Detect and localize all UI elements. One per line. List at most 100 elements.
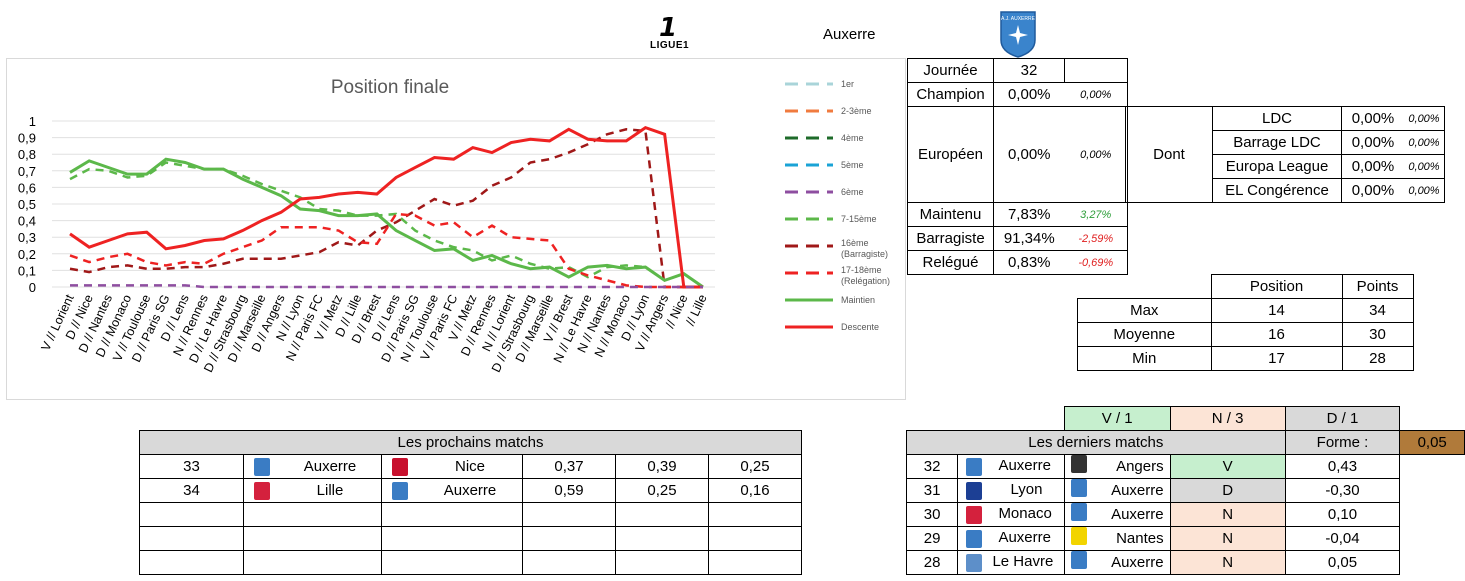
stat-delta: -2,59%: [1064, 226, 1128, 251]
next-matches-table: Les prochains matchs 33 Auxerre Nice 0,3…: [139, 430, 802, 575]
stat-label: Barragiste: [907, 226, 994, 251]
y-tick-label: 0,9: [18, 131, 36, 146]
stat-value: 0,83%: [993, 250, 1065, 275]
summary-losses: D / 1: [1284, 406, 1401, 431]
match-day: 31: [905, 478, 959, 503]
score: 0,10: [1284, 502, 1401, 527]
away-cell: Auxerre: [1063, 502, 1171, 527]
table-row: 32 Auxerre Angers V 0,43: [905, 454, 1465, 479]
away-crest-icon: [381, 478, 418, 503]
y-tick-label: 0,5: [18, 197, 36, 212]
away-cell: Angers: [1063, 454, 1171, 479]
table-row: 28 Le Havre Auxerre N 0,05: [905, 550, 1465, 575]
position-row-points: 34: [1341, 298, 1414, 323]
away-team: Nice: [418, 454, 523, 479]
dont-row-label: Europa League: [1212, 154, 1342, 179]
stat-delta: 0,00%: [1064, 106, 1128, 203]
team-title: Auxerre: [823, 26, 876, 43]
home-crest-icon: [243, 478, 279, 503]
home-team: Le Havre: [992, 553, 1054, 571]
crest-text: A.J. AUXERRE: [1001, 16, 1036, 22]
prob-draw: 0,25: [615, 478, 709, 503]
away-team: Auxerre: [418, 478, 523, 503]
match-day: 29: [905, 526, 959, 551]
dont-row-value: 0,00%: [1341, 178, 1404, 203]
dont-row-delta: 0,00%: [1404, 178, 1445, 203]
away-team: Nantes: [1116, 530, 1164, 547]
team-crest: A.J. AUXERRE: [999, 10, 1037, 58]
score: 0,05: [1284, 550, 1401, 575]
home-team: Auxerre: [279, 454, 382, 479]
dont-row-value: 0,00%: [1341, 106, 1404, 131]
stat-delta: 0,00%: [1064, 82, 1128, 107]
points-header: Points: [1341, 274, 1414, 299]
home-team: Lyon: [1010, 481, 1043, 499]
journee-value: 32: [993, 58, 1065, 83]
match-day: 28: [905, 550, 959, 575]
y-tick-label: 0,6: [18, 180, 36, 195]
prob-away: 0,16: [708, 478, 802, 503]
y-tick-label: 0,1: [18, 263, 36, 278]
legend-label: 5ème: [841, 160, 864, 170]
home-cell: Le Havre: [957, 550, 1065, 575]
y-tick-label: 0,8: [18, 147, 36, 162]
dont-row-label: Barrage LDC: [1212, 130, 1342, 155]
home-team: Lille: [279, 478, 382, 503]
forme-label: Forme :: [1284, 430, 1401, 455]
away-cell: Auxerre: [1063, 550, 1171, 575]
stat-value: 0,00%: [993, 106, 1065, 203]
last-matches-table: V / 1 N / 3 D / 1 Les derniers matchs Fo…: [905, 406, 1465, 575]
position-row-position: 17: [1210, 346, 1343, 371]
legend-label: 4ème: [841, 133, 864, 143]
dont-row-label: LDC: [1212, 106, 1342, 131]
match-day: 32: [905, 454, 959, 479]
score: 0,43: [1284, 454, 1401, 479]
series-line: [69, 125, 703, 289]
league-logo: 1 LIGUE1: [650, 13, 690, 56]
dont-row-label: EL Congérence: [1212, 178, 1342, 203]
dont-row-delta: 0,00%: [1404, 154, 1445, 179]
legend-label: 16ème (Barragiste): [841, 238, 888, 259]
home-crest-icon: [966, 505, 983, 524]
match-day: 33: [139, 454, 244, 479]
position-row-label: Moyenne: [1077, 322, 1212, 347]
series-line: [70, 284, 703, 289]
legend-label: 2-3ème: [841, 106, 872, 116]
home-crest-icon: [243, 454, 279, 479]
dont-row-delta: 0,00%: [1404, 130, 1445, 155]
away-team: Auxerre: [1111, 506, 1164, 523]
series-line: [69, 212, 703, 289]
home-cell: Auxerre: [957, 526, 1065, 551]
position-row-label: Min: [1077, 346, 1212, 371]
position-row-position: 16: [1210, 322, 1343, 347]
stat-value: 7,83%: [993, 202, 1065, 227]
away-cell: Nantes: [1063, 526, 1171, 551]
stat-label: Relégué: [907, 250, 994, 275]
home-crest-icon: [966, 529, 983, 548]
home-cell: Auxerre: [957, 454, 1065, 479]
prob-away: 0,25: [708, 454, 802, 479]
stat-label: Maintenu: [907, 202, 994, 227]
table-row: 34 Lille Auxerre 0,59 0,25 0,16: [139, 478, 802, 503]
home-team: Monaco: [998, 505, 1052, 523]
summary-wins: V / 1: [1063, 406, 1171, 431]
table-row: [139, 502, 802, 527]
stat-label: Européen: [907, 106, 994, 203]
series-line: [69, 157, 704, 289]
league-logo-text: LIGUE1: [650, 40, 690, 51]
journee-label: Journée: [907, 58, 994, 83]
league-logo-mark: 1: [658, 13, 678, 43]
y-tick-label: 0,7: [18, 164, 36, 179]
away-team: Angers: [1116, 458, 1164, 475]
position-header: Position: [1210, 274, 1343, 299]
away-crest-icon: [381, 454, 418, 479]
y-tick-label: 1: [29, 114, 36, 129]
chart-title: Position finale: [331, 77, 449, 98]
home-team: Auxerre: [998, 457, 1051, 475]
y-tick-label: 0,4: [18, 214, 36, 229]
position-row-label: Max: [1077, 298, 1212, 323]
table-row: 30 Monaco Auxerre N 0,10: [905, 502, 1465, 527]
table-row: 29 Auxerre Nantes N -0,04: [905, 526, 1465, 551]
stat-delta: 3,27%: [1064, 202, 1128, 227]
match-day: 34: [139, 478, 244, 503]
